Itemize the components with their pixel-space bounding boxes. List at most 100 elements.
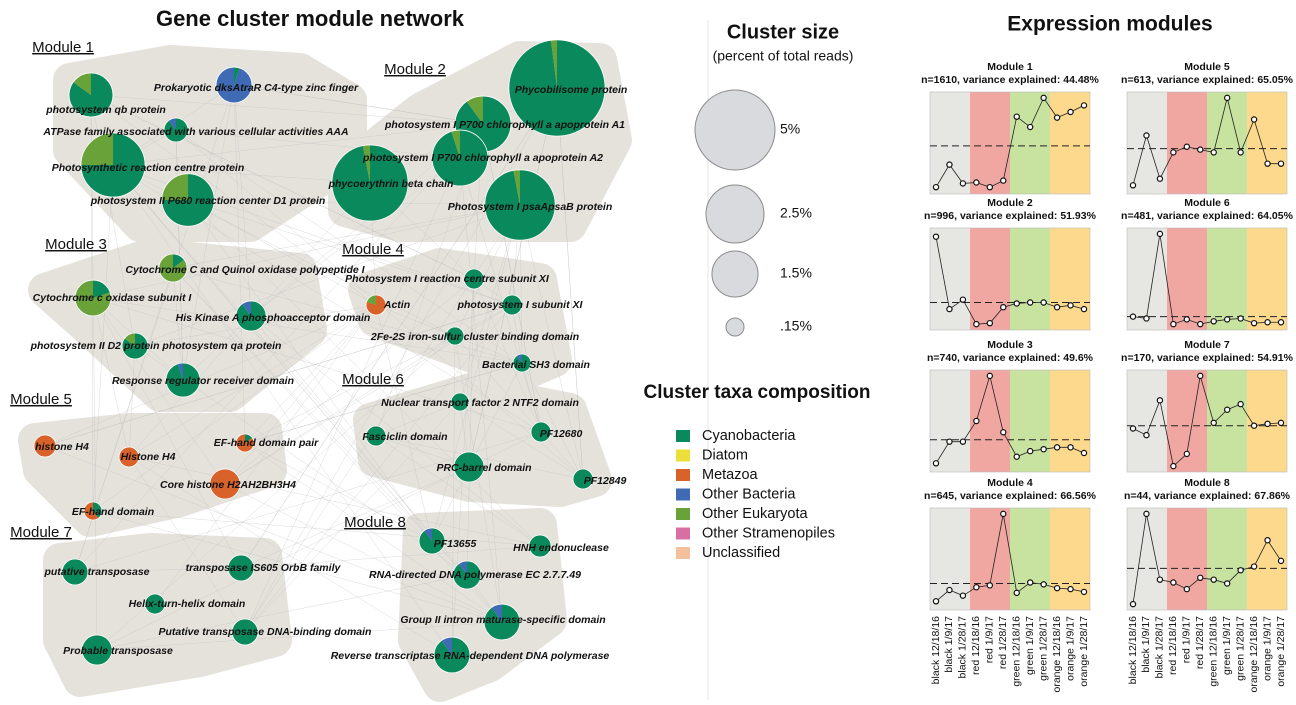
x-tick-label: red 12/18/16 [1167,616,1179,675]
edge [468,362,523,468]
expression-point [1026,123,1034,131]
edge [92,304,377,512]
expression-point [1277,557,1285,565]
edge [128,345,136,458]
node [484,169,556,241]
node-label: Putative transposase DNA-binding domain [159,626,372,638]
expression-point [986,183,994,191]
legend-swatch [676,449,690,462]
expression-point [1210,576,1217,583]
node-size [209,468,241,500]
node [74,279,112,317]
expression-point [1143,510,1150,518]
x-tick-label: orange 1/28/17 [1275,616,1287,687]
expression-point [1237,149,1244,156]
expression-point [932,460,940,467]
edge [92,510,503,623]
edge [92,297,226,485]
node-size [83,501,103,521]
node-size [512,353,532,373]
expression-point [1067,302,1074,309]
expression-point [1026,299,1034,306]
legend-label: Unclassified [702,545,780,561]
legend-label: Other Bacteria [702,486,796,502]
edge [454,304,513,337]
node-size [33,434,57,458]
node [418,527,446,555]
node-size [501,294,523,316]
node [161,173,215,227]
edge [521,362,584,480]
pie-slice [165,362,201,398]
module-label: Module 1 [32,39,94,56]
edge [375,435,541,547]
legend-label: Cyanobacteria [702,428,796,444]
edge [233,84,484,125]
x-tick-label: green 1/9/17 [1024,616,1036,675]
pie-slice [159,254,187,282]
edge [92,297,242,569]
x-tick-label: green 1/9/17 [1221,616,1233,675]
size-legend-label: 5% [780,121,800,137]
pie-slice [362,144,370,183]
edge [556,87,584,480]
node-label: PRC-barrel domain [436,462,531,474]
sample-band [1050,370,1090,472]
legend-label: Diatom [702,447,748,463]
pie-slice [242,300,251,316]
edge [154,304,377,605]
expression-point [986,372,994,380]
legend-label: Other Eukaryota [702,506,809,522]
node-label: Core histone H2AH2BH3H4 [160,479,296,491]
expression-point [1170,462,1177,470]
node-size [452,560,482,590]
plot-frame [1126,227,1288,331]
expression-point [1264,319,1271,326]
x-tick-label: red 1/9/17 [984,616,996,663]
pie-slice [84,502,99,520]
edge [74,123,484,573]
node-size [215,66,253,104]
expression-point [1277,160,1285,167]
legend-swatch [676,430,690,442]
expression-point [986,319,994,327]
chart-subtitle: n=645, variance explained: 66.56% [924,490,1097,502]
node [463,268,485,290]
module-label: Module 5 [10,391,72,408]
labels: Module 1 Module 2 Module 3 Module 4 Module 5… [10,39,627,662]
x-tick-label: orange 1/9/17 [1064,616,1076,681]
edge [175,129,184,381]
edge [128,456,246,633]
expression-point [1053,444,1061,451]
node [118,446,140,468]
edge [375,401,461,437]
node [501,294,523,316]
chart-title: Module 8 [1184,477,1230,489]
expression-point [1183,450,1191,458]
x-tick-label: green 12/18/16 [1208,616,1220,687]
node [121,332,149,360]
size-legend-label: .15% [780,318,812,334]
expression-point [1067,585,1074,593]
edge [112,164,371,184]
edge [240,87,558,569]
edge [375,435,470,468]
expression-point [1129,425,1137,432]
pie-slice [464,269,484,289]
expression-chart: Module 8n=44, variance explained: 67.86%… [1124,477,1291,693]
edge [172,267,184,381]
sample-band [1010,92,1050,194]
x-tick-label: black 1/28/17 [957,616,969,679]
edge [224,483,503,623]
pie-slice [216,67,252,103]
plot-frame [929,227,1091,331]
expression-point [1143,431,1150,439]
expression-point [1040,299,1047,306]
node-size [165,362,201,398]
edge [44,304,377,447]
node-label: Cytochrome c oxidase subunit I [33,292,193,304]
node-label: photosystem II D2 protein photosystem qa… [30,340,282,352]
size-legend-circle [694,89,776,171]
expression-point [1143,132,1150,139]
